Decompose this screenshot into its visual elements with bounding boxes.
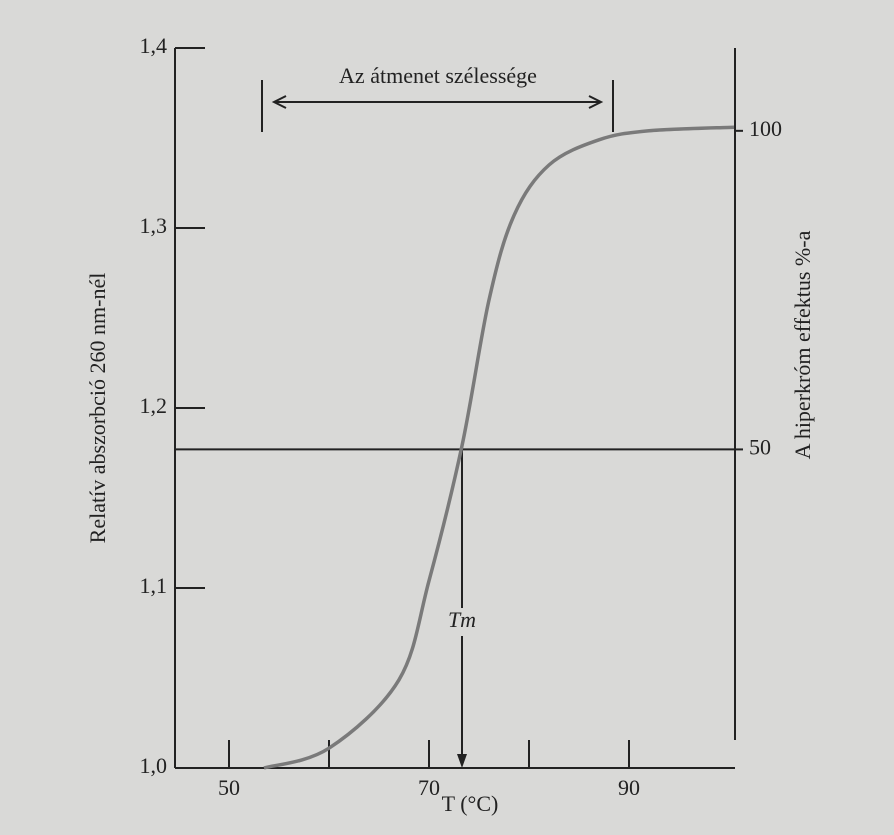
y2-tick-label: 50 <box>749 434 771 459</box>
x-tick-label: 70 <box>418 775 440 800</box>
chart-title: Az átmenet szélessége <box>339 63 537 88</box>
y-tick-label: 1,0 <box>140 753 168 778</box>
melting-curve <box>263 125 735 770</box>
y2-tick-label: 100 <box>749 116 782 141</box>
tm-arrowhead <box>457 754 467 768</box>
y2-axis-label: A hiperkróm effektus %-a <box>790 230 815 459</box>
range-arrow <box>271 95 604 109</box>
y-tick-label: 1,2 <box>140 393 168 418</box>
tm-label-bg <box>448 608 476 636</box>
tm-label: Tm <box>448 607 476 632</box>
y-tick-label: 1,3 <box>140 213 168 238</box>
x-tick-label: 50 <box>218 775 240 800</box>
y-tick-label: 1,1 <box>140 573 168 598</box>
y-tick-label: 1,4 <box>140 33 168 58</box>
y-axis-label: Relatív abszorbció 260 nm-nél <box>85 273 110 544</box>
x-axis-label: T (°C) <box>442 791 499 816</box>
x-tick-label: 90 <box>618 775 640 800</box>
